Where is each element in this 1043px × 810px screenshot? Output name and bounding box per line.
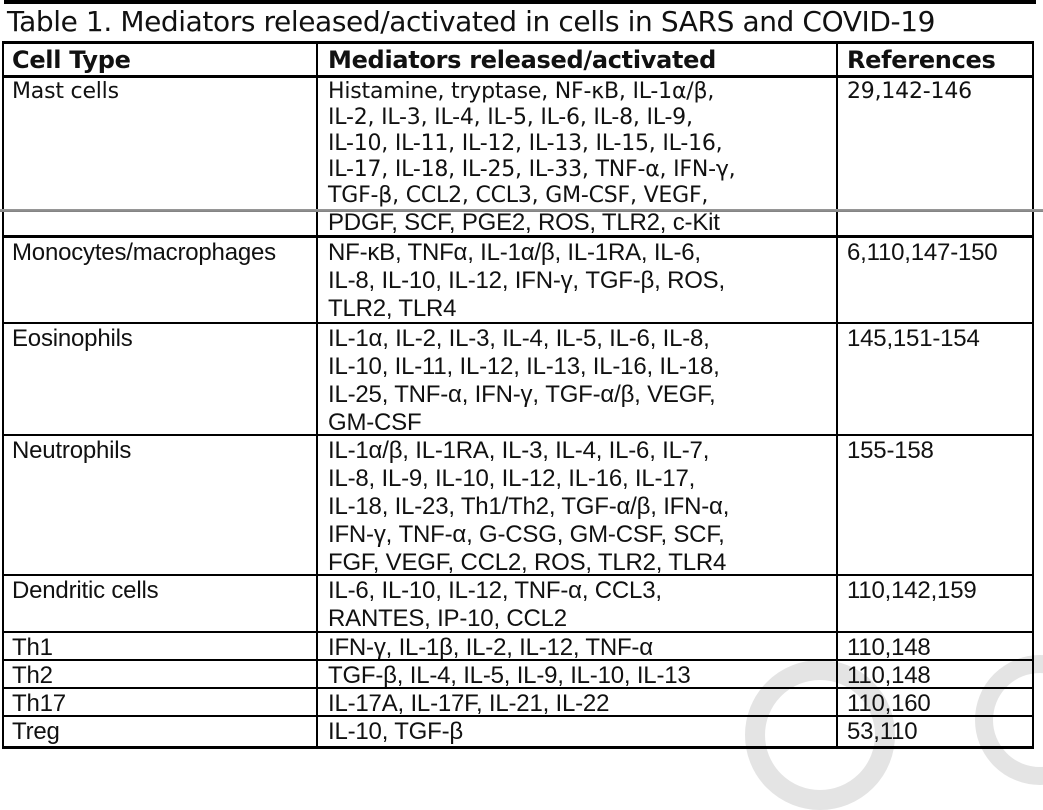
mediator-line: TLR2, TLR4 (328, 295, 457, 322)
table-row-monocytes-macrophages: Monocytes/macrophages NF-κB, TNFα, IL-1α… (4, 238, 1032, 324)
mediator-line: IFN-γ, IL-1β, IL-2, IL-12, TNF-α (328, 634, 653, 659)
cell-type: Th2 (4, 661, 318, 687)
table-row-eosinophils: Eosinophils IL-1α, IL-2, IL-3, IL-4, IL-… (4, 324, 1032, 436)
mediator-line: IFN-γ, TNF-α, G-CSG, GM-CSF, SCF, (328, 521, 725, 548)
table-row-neutrophils: Neutrophils IL-1α/β, IL-1RA, IL-3, IL-4,… (4, 436, 1032, 576)
mediators-cell: IL-1α/β, IL-1RA, IL-3, IL-4, IL-6, IL-7,… (318, 436, 838, 574)
mediators-cell: IL-17A, IL-17F, IL-21, IL-22 (318, 689, 838, 715)
mediators-table: Cell Type Mediators released/activated R… (2, 41, 1034, 749)
mediator-line: IL-10, IL-11, IL-12, IL-13, IL-16, IL-18… (328, 353, 720, 380)
cell-type: Eosinophils (4, 324, 318, 434)
references-cell: 110,148 (847, 634, 931, 659)
mediator-line: PDGF, SCF, PGE2, ROS, TLR2, c-Kit (328, 209, 720, 235)
mediators-cell: IL-1α, IL-2, IL-3, IL-4, IL-5, IL-6, IL-… (318, 324, 838, 434)
mediator-line: IL-18, IL-23, Th1/Th2, TGF-α/β, IFN-α, (328, 493, 730, 520)
mediator-line: IL-25, TNF-α, IFN-γ, TGF-α/β, VEGF, (328, 381, 716, 408)
mediator-line: IL-1α, IL-2, IL-3, IL-4, IL-5, IL-6, IL-… (328, 325, 710, 352)
mediator-line: IL-2, IL-3, IL-4, IL-5, IL-6, IL-8, IL-9… (328, 105, 693, 130)
mediator-line: IL-17, IL-18, IL-25, IL-33, TNF-α, IFN-γ… (328, 157, 736, 182)
references-cell (838, 208, 1032, 235)
table-row-th17: Th17 IL-17A, IL-17F, IL-21, IL-22 110,16… (4, 689, 1032, 717)
references-cell: 6,110,147-150 (847, 239, 998, 266)
top-rule (4, 0, 1036, 4)
header-mediators: Mediators released/activated (318, 44, 838, 75)
cell-type: Treg (4, 717, 318, 746)
table-row-th1: Th1 IFN-γ, IL-1β, IL-2, IL-12, TNF-α 110… (4, 633, 1032, 661)
mediator-line: IL-10, IL-11, IL-12, IL-13, IL-15, IL-16… (328, 131, 723, 156)
mediators-cell: IL-10, TGF-β (318, 717, 838, 746)
mediator-line: IL-1α/β, IL-1RA, IL-3, IL-4, IL-6, IL-7, (328, 437, 710, 464)
mediators-cell: TGF-β, IL-4, IL-5, IL-9, IL-10, IL-13 (318, 661, 838, 687)
mediators-cell: NF-κB, TNFα, IL-1α/β, IL-1RA, IL-6, IL-8… (318, 238, 838, 322)
references-cell: 110,148 (847, 662, 931, 687)
mediators-cell: IFN-γ, IL-1β, IL-2, IL-12, TNF-α (318, 633, 838, 659)
references-cell: 53,110 (847, 718, 918, 745)
mediator-line: NF-κB, TNFα, IL-1α/β, IL-1RA, IL-6, (328, 239, 701, 266)
mediator-line: GM-CSF (328, 409, 422, 434)
cell-type: Neutrophils (4, 436, 318, 574)
page-break-scan-line (0, 209, 1043, 212)
table-row-mast-cells-continued: PDGF, SCF, PGE2, ROS, TLR2, c-Kit (4, 208, 1032, 238)
table-row-treg: Treg IL-10, TGF-β 53,110 (4, 717, 1032, 746)
mediator-line: IL-8, IL-9, IL-10, IL-12, IL-16, IL-17, (328, 465, 696, 492)
references-cell: 155-158 (847, 437, 934, 464)
mediator-line: TGF-β, IL-4, IL-5, IL-9, IL-10, IL-13 (328, 662, 691, 687)
header-references: References (847, 46, 996, 74)
mediator-line: RANTES, IP-10, CCL2 (328, 605, 567, 631)
mediator-line: IL-17A, IL-17F, IL-21, IL-22 (328, 690, 610, 715)
references-cell: 29,142-146 (847, 79, 972, 104)
cell-type (4, 208, 318, 235)
table-row-dendritic-cells: Dendritic cells IL-6, IL-10, IL-12, TNF-… (4, 576, 1032, 633)
mediator-line: IL-10, TGF-β (328, 718, 463, 745)
header-cell-type: Cell Type (4, 44, 318, 75)
mediator-line: IL-8, IL-10, IL-12, IFN-γ, TGF-β, ROS, (328, 267, 725, 294)
references-cell: 145,151-154 (847, 325, 980, 352)
cell-type: Th17 (4, 689, 318, 715)
mediators-cell: Histamine, tryptase, NF-κB, IL-1α/β, IL-… (318, 78, 838, 208)
cell-type: Dendritic cells (4, 576, 318, 631)
mediators-cell: IL-6, IL-10, IL-12, TNF-α, CCL3, RANTES,… (318, 576, 838, 631)
mediator-line: Histamine, tryptase, NF-κB, IL-1α/β, (328, 79, 715, 104)
mediator-line: TGF-β, CCL2, CCL3, GM-CSF, VEGF, (328, 183, 709, 208)
cell-type: Th1 (4, 633, 318, 659)
table-header-row: Cell Type Mediators released/activated R… (4, 44, 1032, 78)
mediator-line: FGF, VEGF, CCL2, ROS, TLR2, TLR4 (328, 549, 727, 574)
cell-type: Mast cells (4, 78, 318, 208)
mediator-line: IL-6, IL-10, IL-12, TNF-α, CCL3, (328, 577, 662, 604)
table-caption: Table 1. Mediators released/activated in… (7, 5, 936, 38)
mediators-cell: PDGF, SCF, PGE2, ROS, TLR2, c-Kit (318, 208, 838, 235)
references-cell: 110,142,159 (847, 577, 977, 604)
table-row-mast-cells: Mast cells Histamine, tryptase, NF-κB, I… (4, 78, 1032, 208)
table-row-th2: Th2 TGF-β, IL-4, IL-5, IL-9, IL-10, IL-1… (4, 661, 1032, 689)
cell-type: Monocytes/macrophages (4, 238, 318, 322)
references-cell: 110,160 (847, 690, 931, 715)
